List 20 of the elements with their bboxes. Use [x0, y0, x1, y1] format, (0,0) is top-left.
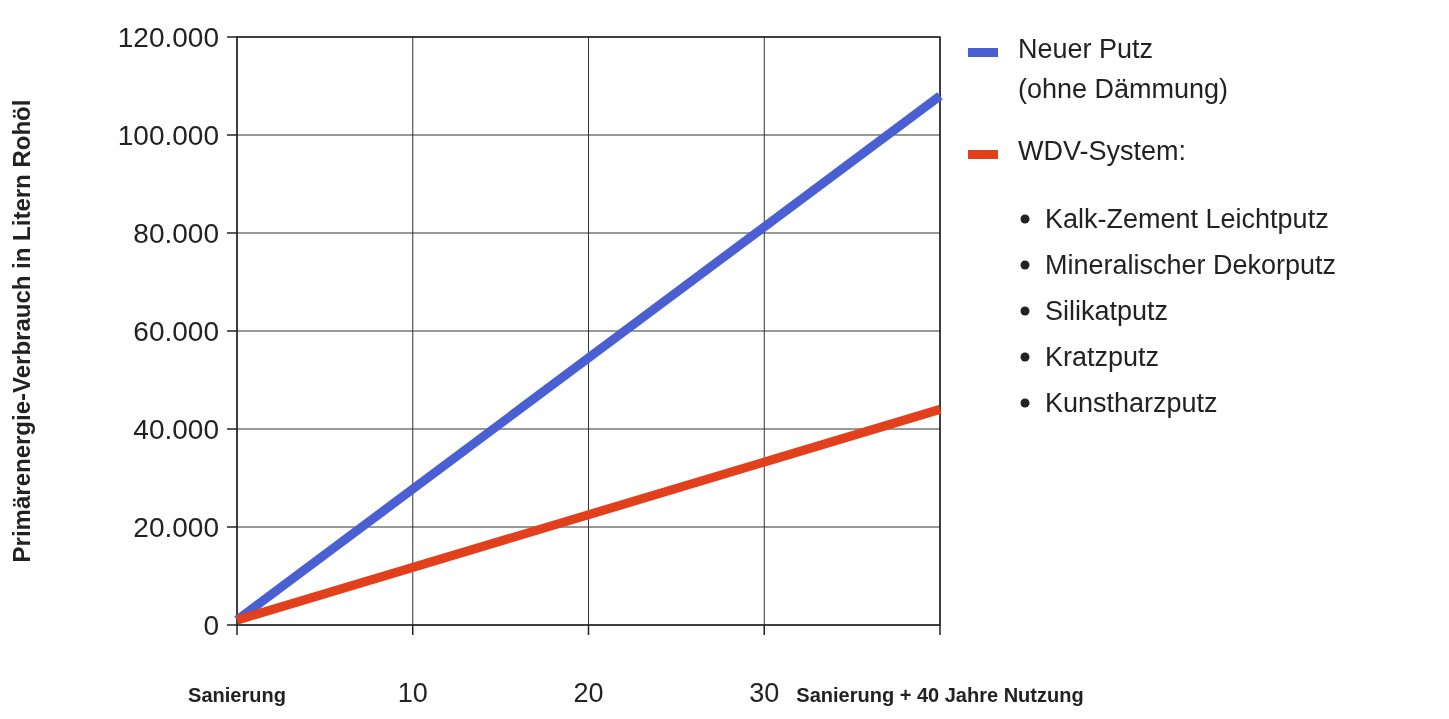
y-tick-label: 20.000 [133, 511, 219, 543]
y-tick-label: 0 [203, 609, 219, 641]
x-tick-label: Sanierung [188, 684, 286, 706]
y-tick-label: 120.000 [117, 21, 219, 53]
y-tick-label: 60.000 [133, 315, 219, 347]
y-tick-label: 80.000 [133, 217, 219, 249]
text: Kunstharzputz [1045, 388, 1218, 418]
x-tick-label: 20 [573, 678, 604, 708]
legend-label: Neuer Putz (ohne Dämmung) [1018, 34, 1229, 104]
x-tick-label: 30 [749, 678, 780, 708]
legend-label: WDV-System: [1018, 136, 1187, 166]
text: Silikatputz [1045, 296, 1169, 326]
text: Kalk-Zement Leichtputz [1045, 204, 1329, 234]
x-tick-label: 10 [397, 678, 428, 708]
x-tick-label: Sanierung + 40 Jahre Nutzung [796, 684, 1084, 706]
y-tick-label: 100.000 [117, 119, 219, 151]
text: Mineralischer Dekorputz [1045, 250, 1337, 280]
y-axis-title: Primärenergie-Verbrauch in Litern Rohöl [8, 99, 35, 563]
y-tick-label: 40.000 [133, 413, 219, 445]
text: Kratzputz [1045, 342, 1160, 372]
